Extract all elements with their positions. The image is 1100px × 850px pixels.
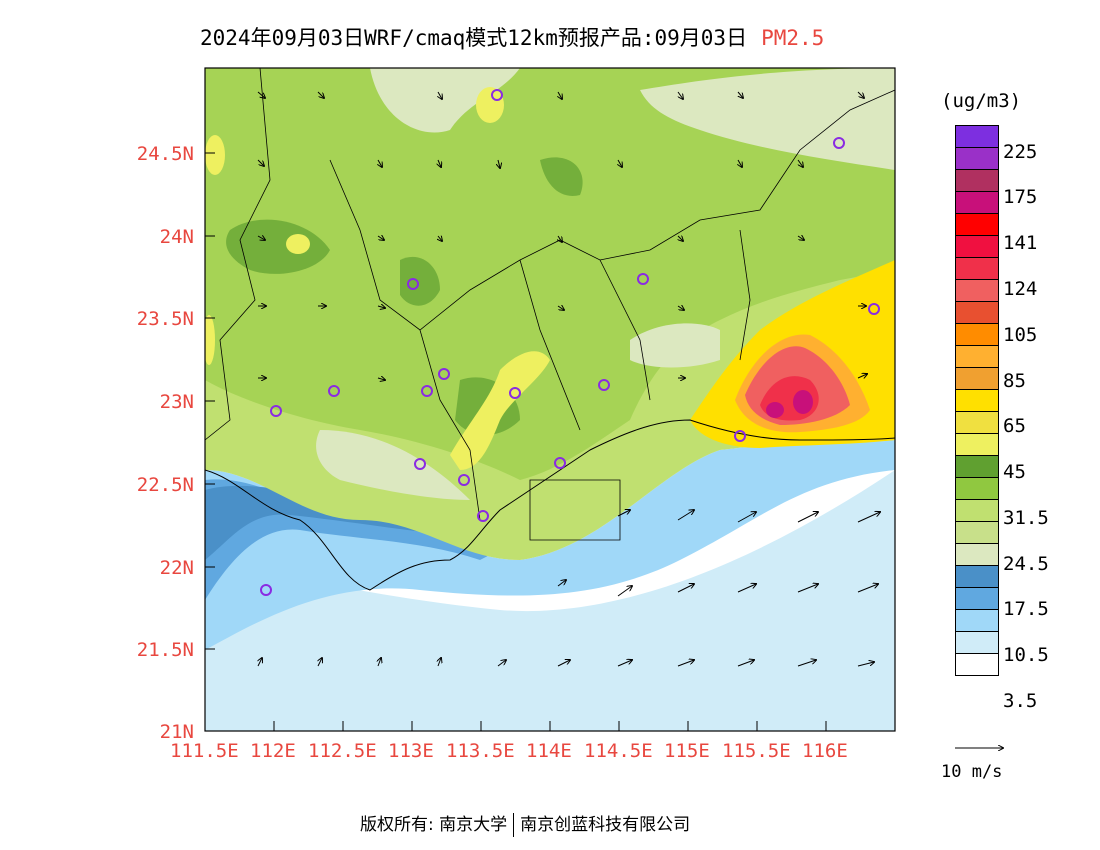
color-swatch	[956, 588, 998, 610]
ocean-mid	[205, 440, 895, 650]
pollutant-label: PM2.5	[761, 26, 825, 50]
lon-label: 115E	[664, 740, 710, 762]
wind-vectors	[258, 91, 880, 667]
lat-label: 22.5N	[136, 474, 194, 496]
legend-label: 141	[1003, 232, 1038, 254]
lat-label: 24N	[159, 226, 194, 248]
color-swatch	[956, 632, 998, 654]
copyright-left: 版权所有: 南京大学	[360, 815, 508, 835]
copyright-right: 南京创蓝科技有限公司	[520, 815, 691, 835]
color-swatch	[956, 324, 998, 346]
color-swatch	[956, 654, 998, 675]
color-swatch	[956, 214, 998, 236]
lon-label: 112.5E	[308, 740, 377, 762]
color-swatch	[956, 566, 998, 588]
legend-label: 124	[1003, 278, 1038, 300]
concentration-field	[205, 68, 895, 731]
legend-label: 45	[1003, 461, 1026, 483]
lon-label: 116E	[802, 740, 848, 762]
legend-label: 175	[1003, 186, 1038, 208]
legend-label: 65	[1003, 415, 1026, 437]
color-swatch	[956, 610, 998, 632]
color-swatch	[956, 258, 998, 280]
footer-divider	[513, 813, 515, 837]
color-swatch	[956, 522, 998, 544]
lat-label: 22N	[159, 557, 194, 579]
axis-ticks	[205, 152, 827, 731]
lat-label: 21N	[159, 721, 194, 743]
color-swatch	[956, 236, 998, 258]
lat-label: 24.5N	[136, 143, 194, 165]
legend-label: 10.5	[1003, 644, 1049, 666]
lon-label: 114.5E	[584, 740, 653, 762]
legend-label: 105	[1003, 324, 1038, 346]
lon-label: 114E	[526, 740, 572, 762]
color-swatch	[956, 192, 998, 214]
lon-label: 113.5E	[446, 740, 515, 762]
color-swatch	[956, 434, 998, 456]
lon-label: 113E	[388, 740, 434, 762]
lon-label: 111.5E	[170, 740, 239, 762]
copyright-footer: 版权所有: 南京大学 南京创蓝科技有限公司	[360, 810, 690, 837]
color-swatch	[956, 368, 998, 390]
legend-label: 3.5	[1003, 690, 1038, 712]
color-swatch	[956, 302, 998, 324]
color-swatch	[956, 148, 998, 170]
vector-scale-label: 10 m/s	[941, 762, 1003, 782]
legend-label: 17.5	[1003, 598, 1049, 620]
color-swatch	[956, 544, 998, 566]
color-swatch	[956, 390, 998, 412]
legend-label: 31.5	[1003, 507, 1049, 529]
color-swatch	[956, 412, 998, 434]
color-swatch	[956, 126, 998, 148]
legend-unit: (ug/m3)	[941, 90, 1022, 112]
color-swatch	[956, 170, 998, 192]
lat-label: 21.5N	[136, 639, 194, 661]
color-swatch	[956, 280, 998, 302]
map-title: 2024年09月03日WRF/cmaq模式12km预报产品:09月03日 PM2.…	[200, 22, 824, 52]
ocean-low	[205, 470, 895, 731]
title-text: 2024年09月03日WRF/cmaq模式12km预报产品:09月03日	[200, 26, 748, 50]
legend-label: 225	[1003, 141, 1038, 163]
lon-label: 115.5E	[722, 740, 791, 762]
legend-label: 24.5	[1003, 553, 1049, 575]
lat-label: 23N	[159, 391, 194, 413]
color-bar	[955, 125, 999, 676]
color-swatch	[956, 346, 998, 368]
lat-label: 23.5N	[136, 308, 194, 330]
legend-label: 85	[1003, 370, 1026, 392]
lon-label: 112E	[250, 740, 296, 762]
color-swatch	[956, 500, 998, 522]
color-swatch	[956, 478, 998, 500]
color-swatch	[956, 456, 998, 478]
